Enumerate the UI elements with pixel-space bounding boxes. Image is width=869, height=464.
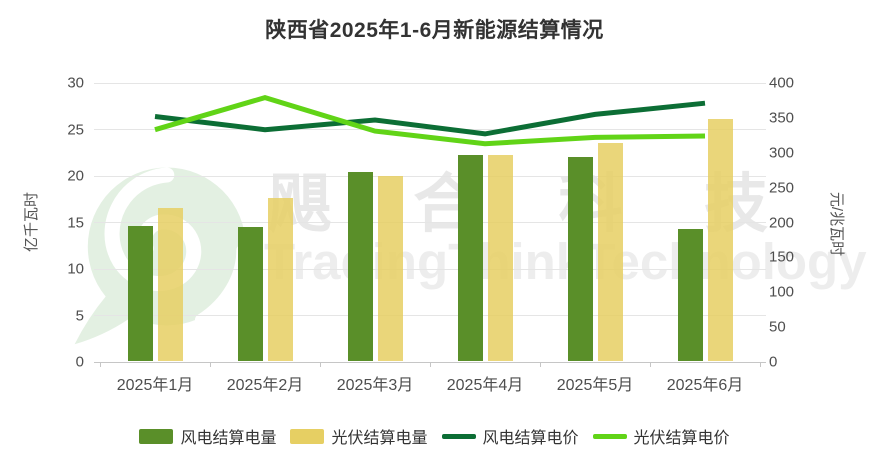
gridline [94, 129, 766, 130]
bar-风电结算电量 [127, 226, 153, 361]
bar-风电结算电量 [677, 228, 703, 361]
line-风电结算电价 [154, 100, 706, 137]
legend-label: 风电结算电量 [180, 430, 277, 447]
chart-title: 陕西省2025年1-6月新能源结算情况 [265, 19, 604, 42]
legend-item-风电结算电量[interactable]: 风电结算电量 [139, 424, 276, 448]
legend-bar-swatch-icon [139, 428, 174, 444]
y-left-tick-label: 25 [67, 121, 84, 138]
x-axis-tick [210, 362, 211, 367]
line-光伏结算电价 [154, 94, 706, 147]
y-right-tick-label: 100 [769, 283, 795, 301]
legend-label: 光伏结算电量 [331, 430, 428, 447]
y-left-tick-label: 10 [67, 260, 84, 278]
legend-item-光伏结算电量[interactable]: 光伏结算电量 [290, 424, 428, 448]
legend-label: 光伏结算电价 [633, 430, 730, 447]
x-axis-tick [760, 362, 761, 367]
y-axis-left: 30 25 20 15 10 5 0 [0, 75, 94, 371]
bar-风电结算电量 [567, 157, 593, 361]
legend-bar-swatch-icon [290, 428, 325, 444]
bar-光伏结算电量 [157, 208, 183, 361]
gridline [94, 222, 766, 223]
gridline [94, 175, 766, 177]
x-axis-tick [320, 362, 321, 367]
x-tick-label: 2025年4月 [446, 377, 524, 394]
x-axis-tick [430, 362, 431, 367]
x-axis-tick [650, 362, 651, 367]
bar-光伏结算电量 [487, 154, 513, 361]
x-axis-tick [100, 362, 101, 367]
gridline [94, 268, 766, 270]
bar-风电结算电量 [457, 155, 483, 361]
y-right-tick-label: 200 [769, 214, 795, 231]
y-right-tick-label: 50 [769, 318, 786, 336]
y-right-tick-label: 300 [769, 144, 795, 162]
legend-item-风电结算电价[interactable]: 风电结算电价 [441, 424, 579, 448]
x-axis-tick [540, 362, 541, 367]
bar-光伏结算电量 [707, 119, 733, 361]
y-left-tick-label: 30 [67, 74, 84, 92]
bar-风电结算电量 [347, 172, 373, 361]
x-tick-label: 2025年5月 [556, 377, 634, 394]
y-right-tick-label: 0 [769, 353, 778, 371]
legend-line-swatch-icon [592, 433, 627, 439]
legend-item-光伏结算电价[interactable]: 光伏结算电价 [592, 424, 730, 448]
y-left-tick-label: 0 [75, 353, 84, 371]
bar-光伏结算电量 [377, 175, 403, 361]
y-right-tick-label: 250 [769, 179, 795, 197]
legend: 风电结算电量 光伏结算电量 风电结算电价 光伏结算电价 [0, 424, 869, 448]
y-right-tick-label: 150 [769, 248, 795, 266]
gridline [94, 82, 766, 84]
y-right-tick-label: 400 [769, 74, 795, 92]
plot-area [94, 82, 766, 367]
x-tick-label: 2025年2月 [226, 377, 304, 394]
legend-line-swatch-icon [441, 433, 476, 439]
bar-光伏结算电量 [597, 143, 623, 361]
x-tick-label: 2025年3月 [336, 377, 414, 394]
bar-光伏结算电量 [267, 198, 293, 361]
x-tick-label: 2025年6月 [666, 377, 744, 394]
y-axis-left-title: 亿千瓦时 [23, 192, 40, 253]
y-axis-right-title: 元/兆瓦时 [828, 191, 845, 257]
x-tick-label: 2025年1月 [116, 377, 194, 394]
y-left-tick-label: 15 [67, 214, 84, 231]
bar-风电结算电量 [237, 227, 263, 361]
x-axis: 2025年1月 2025年2月 2025年3月 2025年4月 2025年5月 2025年… [100, 371, 760, 394]
price-lines-layer [154, 94, 706, 147]
y-right-tick-label: 350 [769, 109, 795, 127]
y-axis-right: 400 350 300 250 200 150 100 50 0 [769, 75, 829, 371]
legend-label: 风电结算电价 [482, 430, 579, 447]
y-left-tick-label: 20 [67, 167, 84, 185]
y-left-tick-label: 5 [75, 307, 84, 324]
gridline [94, 315, 766, 316]
